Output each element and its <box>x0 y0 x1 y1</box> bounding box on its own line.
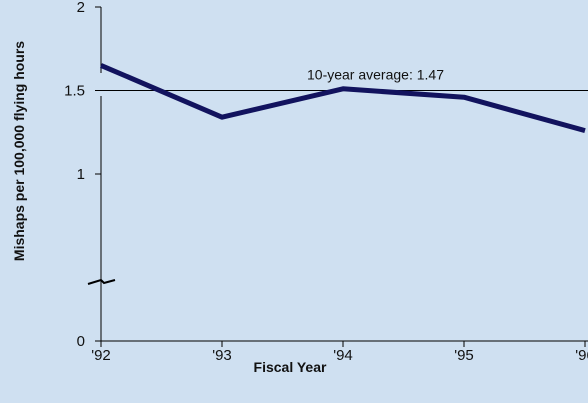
series-group <box>100 63 586 134</box>
y-tick-label: 1.5 <box>64 83 85 100</box>
x-tick-label: '95 <box>454 347 474 364</box>
x-tick-label: '96 <box>575 347 588 364</box>
axes <box>87 7 588 342</box>
axis-break-mark <box>87 278 116 285</box>
x-axis-title: Fiscal Year <box>254 359 327 375</box>
y-tick-label: 2 <box>77 0 85 16</box>
x-tick-label: '94 <box>333 347 353 364</box>
y-tick-label: 0 <box>77 333 85 350</box>
y-ticks: 011.52 <box>64 0 101 350</box>
x-tick-label: '92 <box>91 347 111 364</box>
y-tick-label: 1 <box>77 166 85 183</box>
x-tick-label: '93 <box>212 347 232 364</box>
average-annotation: 10-year average: 1.47 <box>307 67 444 83</box>
y-axis-title: Mishaps per 100,000 flying hours <box>11 41 27 261</box>
x-ticks: '92 '93 '94 '95 '96 <box>91 341 588 364</box>
